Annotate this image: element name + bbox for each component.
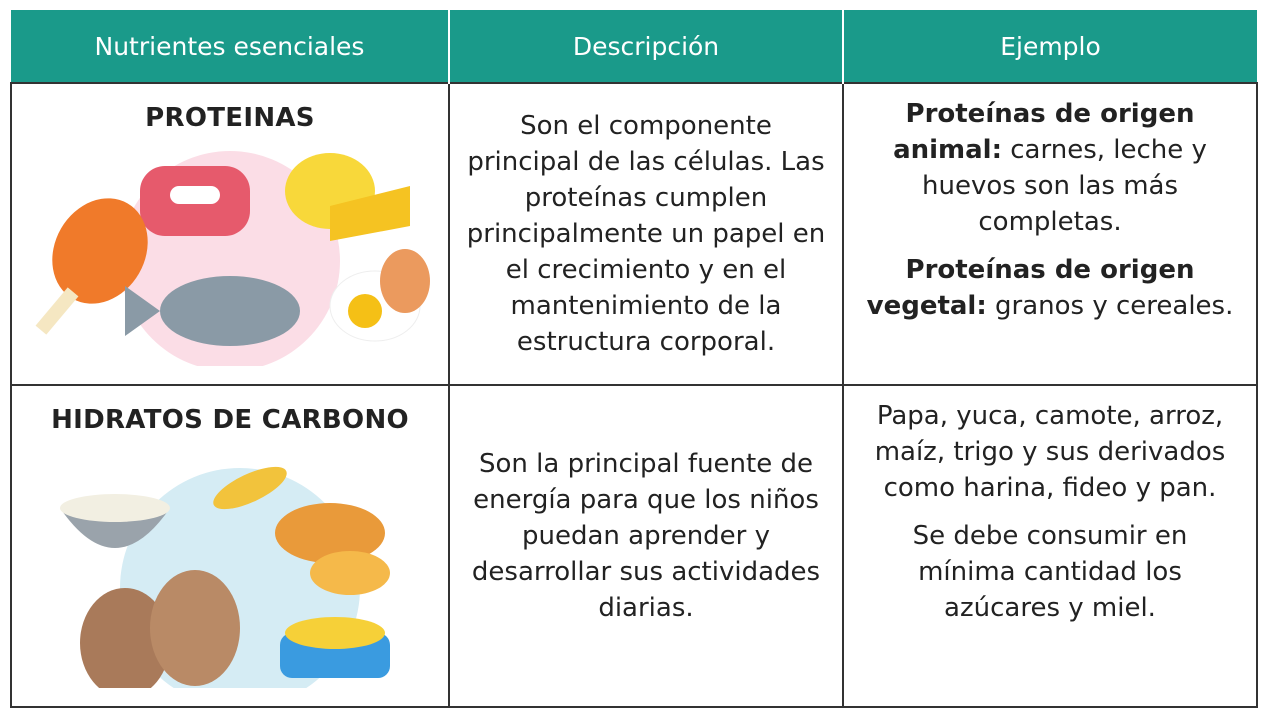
description: Son la principal fuente de energía para … [471,449,821,623]
example-paragraph: Proteínas de origen vegetal: granos y ce… [862,252,1238,324]
description: Son el componente principal de las célul… [466,111,826,357]
nutrient-name: HIDRATOS DE CARBONO [51,405,409,435]
nutrient-cell: PROTEINAS [10,82,450,386]
example-paragraph: Se debe consumir en mínima cantidad los … [862,518,1238,626]
header-cell: Descripción [449,10,844,83]
example-text: granos y cereales. [995,291,1234,321]
example-cell: Proteínas de origen animal: carnes, lech… [842,82,1258,386]
example-heading: Proteínas de origen vegetal: [866,255,1195,321]
table-row: HIDRATOS DE CARBONO Son la principal fue… [10,384,1258,708]
table-row: PROTEINAS Son el componente principal de… [10,82,1258,386]
header-row: Nutrientes esenciales Descripción Ejempl… [11,10,1257,83]
example-text: carnes, leche y huevos son las más compl… [921,135,1207,237]
example-text: Se debe consumir en mínima cantidad los … [912,521,1188,623]
page: Nutrientes esenciales Descripción Ejempl… [10,10,1258,708]
header-cell: Ejemplo [843,10,1257,83]
description-cell: Son la principal fuente de energía para … [448,384,844,708]
example-cell: Papa, yuca, camote, arroz, maíz, trigo y… [842,384,1258,708]
nutrient-table: Nutrientes esenciales Descripción Ejempl… [10,10,1258,708]
nutrient-cell: HIDRATOS DE CARBONO [10,384,450,708]
protein-illustration [35,151,430,366]
example-paragraph: Proteínas de origen animal: carnes, lech… [862,96,1238,240]
example-text: Papa, yuca, camote, arroz, maíz, trigo y… [874,401,1226,503]
header-cell: Nutrientes esenciales [11,10,450,83]
example-paragraph: Papa, yuca, camote, arroz, maíz, trigo y… [862,398,1238,506]
description-cell: Son el componente principal de las célul… [448,82,844,386]
nutrient-name: PROTEINAS [145,103,315,133]
carbohydrate-illustration [60,466,390,688]
example-heading: Proteínas de origen animal: [893,99,1195,165]
